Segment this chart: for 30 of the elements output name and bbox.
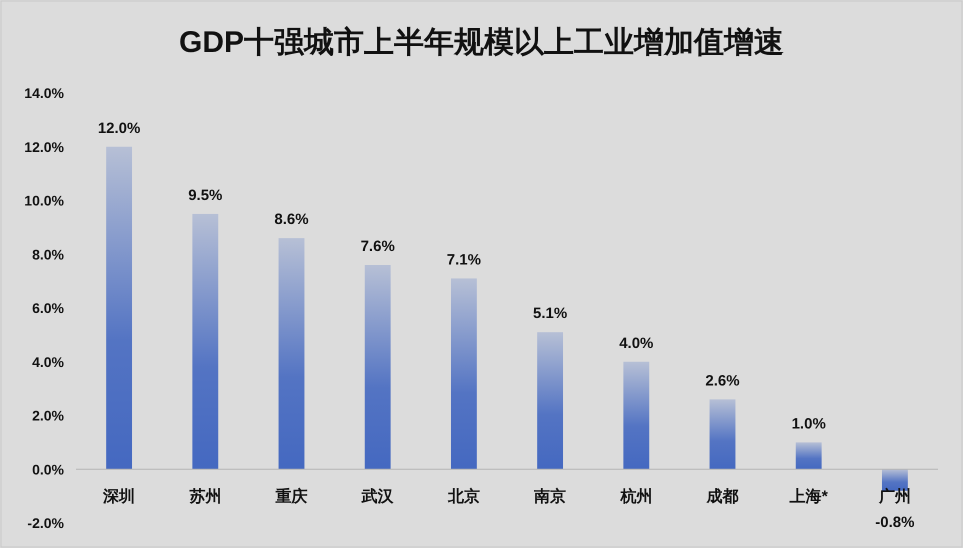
- data-label: -0.8%: [875, 514, 914, 531]
- y-tick-label: 4.0%: [32, 354, 65, 370]
- x-tick-label: 深圳: [102, 487, 136, 506]
- x-tick-label: 杭州: [619, 487, 652, 506]
- data-label: 5.1%: [533, 305, 568, 322]
- x-tick-label: 重庆: [274, 487, 308, 506]
- y-tick-label: 2.0%: [32, 408, 65, 424]
- y-tick-label: 10.0%: [24, 192, 65, 208]
- chart-title: GDP十强城市上半年规模以上工业增加值增速: [178, 25, 784, 59]
- data-label: 4.0%: [619, 334, 654, 352]
- x-tick-label: 苏州: [188, 487, 222, 506]
- data-label: 8.6%: [274, 211, 309, 228]
- y-tick-label: 8.0%: [32, 246, 65, 262]
- x-tick-label: 南京: [533, 487, 566, 506]
- data-label: 7.6%: [360, 238, 395, 255]
- y-tick-label: 0.0%: [32, 461, 65, 478]
- y-tick-label: 12.0%: [24, 138, 65, 155]
- data-label: 2.6%: [705, 372, 740, 390]
- x-tick-label: 上海*: [788, 487, 829, 506]
- data-label: 12.0%: [98, 120, 140, 137]
- y-tick-label: 6.0%: [32, 300, 65, 316]
- x-tick-label: 广州: [878, 487, 911, 506]
- data-label: 7.1%: [446, 251, 481, 268]
- x-tick-label: 成都: [706, 487, 738, 506]
- x-tick-label: 北京: [446, 487, 480, 506]
- y-tick-label: 14.0%: [24, 85, 65, 101]
- data-label: 1.0%: [792, 415, 826, 432]
- x-tick-label: 武汉: [360, 487, 395, 506]
- y-tick-label: -2.0%: [27, 515, 65, 531]
- data-label: 9.5%: [188, 186, 222, 204]
